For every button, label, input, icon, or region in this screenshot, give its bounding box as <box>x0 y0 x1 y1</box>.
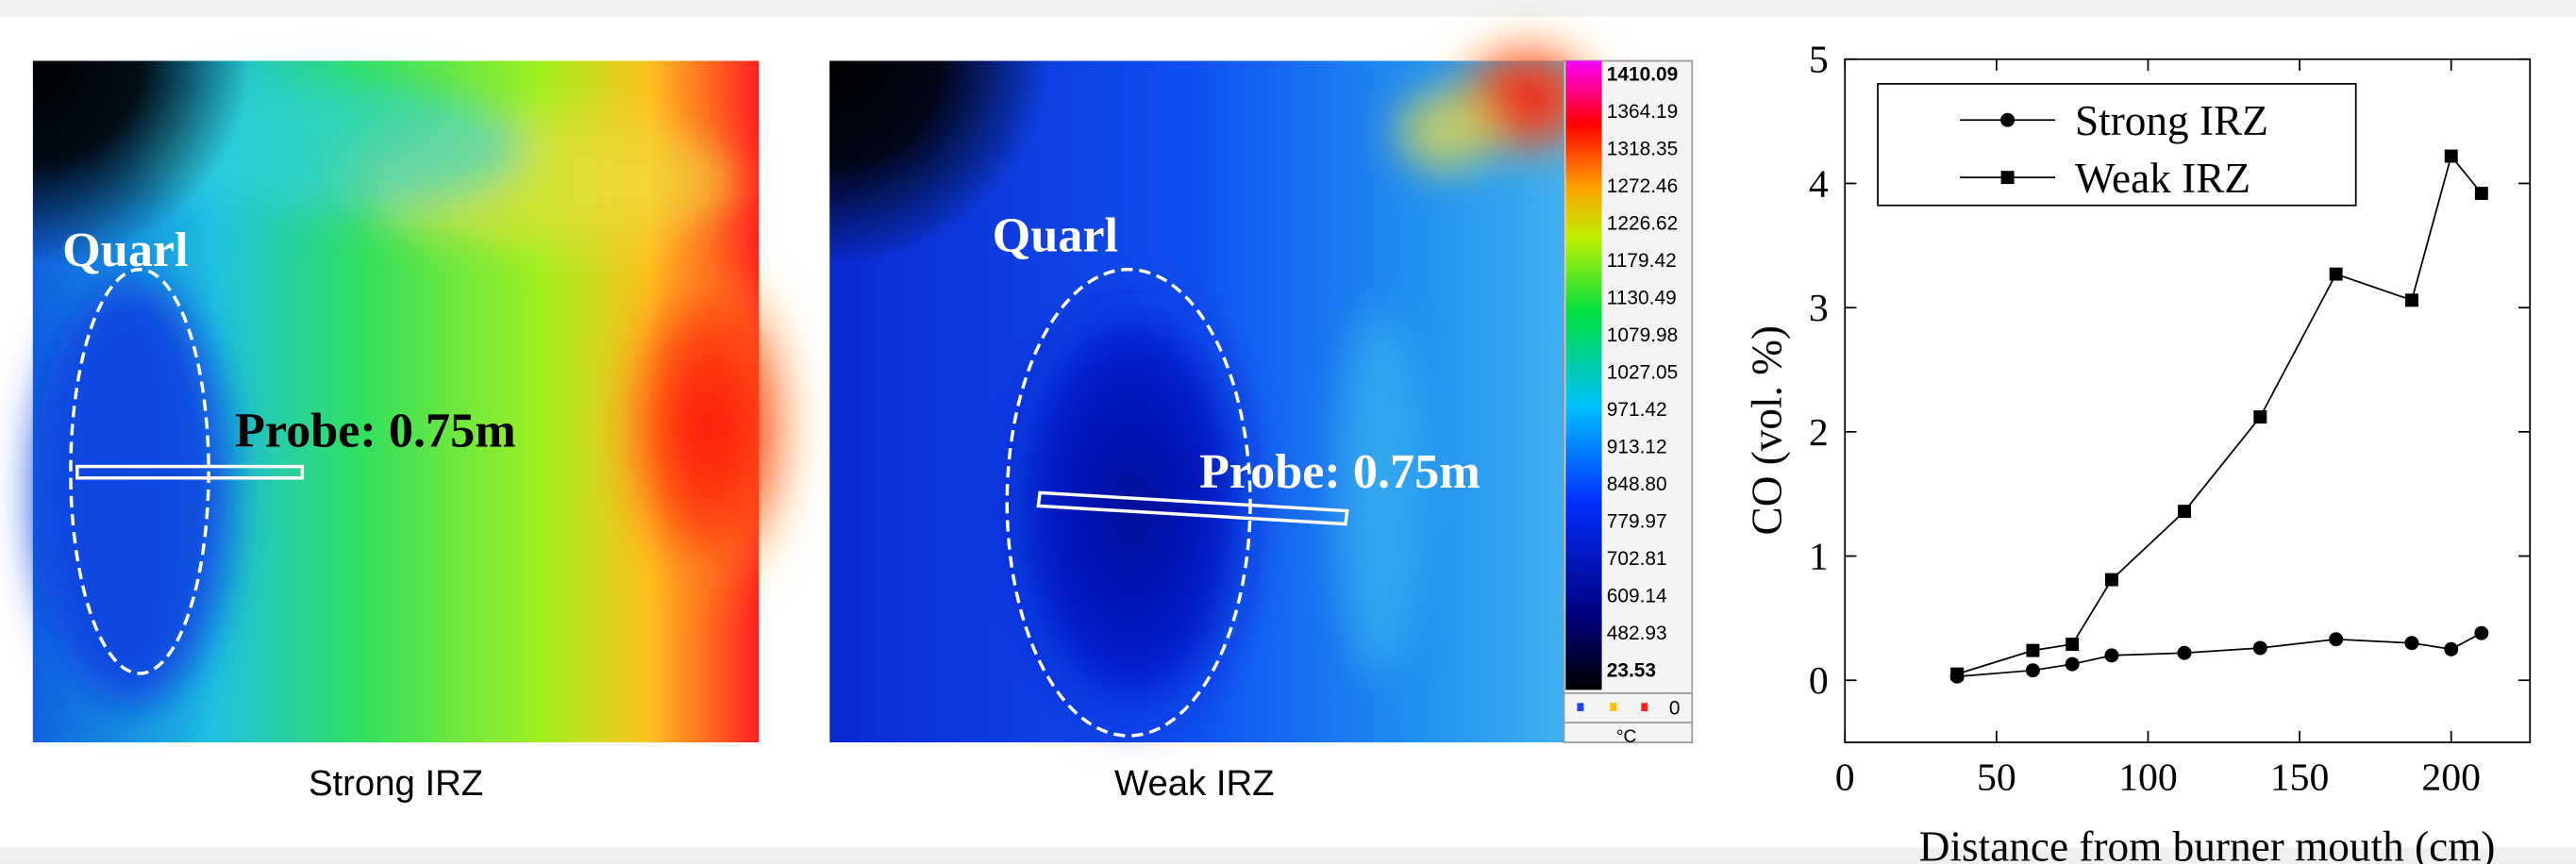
marker <box>2330 268 2343 281</box>
colorbar-tick-label: 702.81 <box>1607 548 1667 570</box>
colorbar-tick-label: 1226.62 <box>1607 212 1678 234</box>
y-tick-label: 5 <box>1809 39 1829 82</box>
quarl-label: Quarl <box>62 223 188 277</box>
legend-label: Strong IRZ <box>2075 97 2268 144</box>
panel-caption: Strong IRZ <box>309 763 483 804</box>
marker <box>2329 632 2343 646</box>
probe-label: Probe: 0.75m <box>1199 444 1480 499</box>
marker <box>1950 668 1964 681</box>
legend-marker <box>2000 113 2015 127</box>
x-tick-label: 200 <box>2421 756 2481 800</box>
y-tick-label: 3 <box>1809 287 1829 330</box>
x-axis-label: Distance from burner mouth (cm) <box>1919 822 2496 864</box>
page: Quarl Probe: 0.75m Strong IRZ Quarl Prob… <box>0 0 2576 864</box>
y-tick-label: 0 <box>1809 659 1829 703</box>
marker <box>2026 644 2039 657</box>
marker <box>2178 505 2191 518</box>
colorbar-tick-label: 779.97 <box>1607 510 1667 532</box>
colorbar-indicator: 0 <box>1669 697 1681 719</box>
colorbar-tick-label: 971.42 <box>1607 399 1667 421</box>
colorbar-tick-label: 482.93 <box>1607 623 1667 644</box>
y-tick-label: 1 <box>1809 535 1829 578</box>
colorbar-tick-label: 609.14 <box>1607 585 1667 606</box>
marker <box>2253 410 2267 424</box>
colorbar-tick-label: 1272.46 <box>1607 175 1678 197</box>
colorbar-tick-label: 1364.19 <box>1607 101 1678 123</box>
x-tick-label: 0 <box>1835 756 1855 800</box>
colorbar-tick-label: 1027.05 <box>1607 361 1678 383</box>
colorbar-tick-label: 1130.49 <box>1607 287 1677 308</box>
quarl-label: Quarl <box>993 208 1118 262</box>
colorbar-tick-label: 1079.98 <box>1607 324 1678 346</box>
marker <box>2105 573 2118 587</box>
x-tick-label: 100 <box>2118 756 2178 800</box>
marker <box>2404 636 2418 650</box>
x-tick-label: 150 <box>2270 756 2330 800</box>
marker <box>2475 187 2488 200</box>
colorbar-tick-label: 848.80 <box>1607 474 1667 495</box>
marker <box>2474 626 2488 640</box>
marker <box>2445 150 2458 163</box>
probe-label: Probe: 0.75m <box>235 404 516 458</box>
colorbar-tick-label: 1179.42 <box>1607 250 1677 272</box>
panel-caption: Weak IRZ <box>1114 763 1275 804</box>
y-tick-label: 2 <box>1809 411 1829 455</box>
legend-label: Weak IRZ <box>2075 155 2250 202</box>
marker <box>2444 642 2458 656</box>
colorbar-tick-label: 913.12 <box>1607 436 1667 457</box>
marker <box>2066 638 2079 651</box>
marker <box>2178 646 2192 660</box>
colorbar-unit: °C <box>1616 727 1637 747</box>
marker <box>2253 640 2267 655</box>
colorbar-tick-label: 1318.35 <box>1607 138 1678 159</box>
x-tick-label: 50 <box>1977 756 2016 800</box>
y-tick-label: 4 <box>1809 162 1829 206</box>
series-line <box>1957 156 2482 673</box>
marker <box>2026 663 2040 677</box>
thermal-image-strong <box>33 61 805 743</box>
marker <box>2066 657 2080 672</box>
legend-marker <box>2001 171 2015 184</box>
figure: Quarl Probe: 0.75m Strong IRZ Quarl Prob… <box>0 0 2576 864</box>
colorbar-tick-label: 1410.09 <box>1607 63 1678 85</box>
marker <box>2405 293 2418 307</box>
thermal-image-weak <box>829 33 1610 742</box>
colorbar-tick-label: 23.53 <box>1607 659 1656 681</box>
marker <box>2104 648 2118 662</box>
top-strip <box>0 0 2576 16</box>
y-axis-label: CO (vol. %) <box>1743 325 1790 535</box>
